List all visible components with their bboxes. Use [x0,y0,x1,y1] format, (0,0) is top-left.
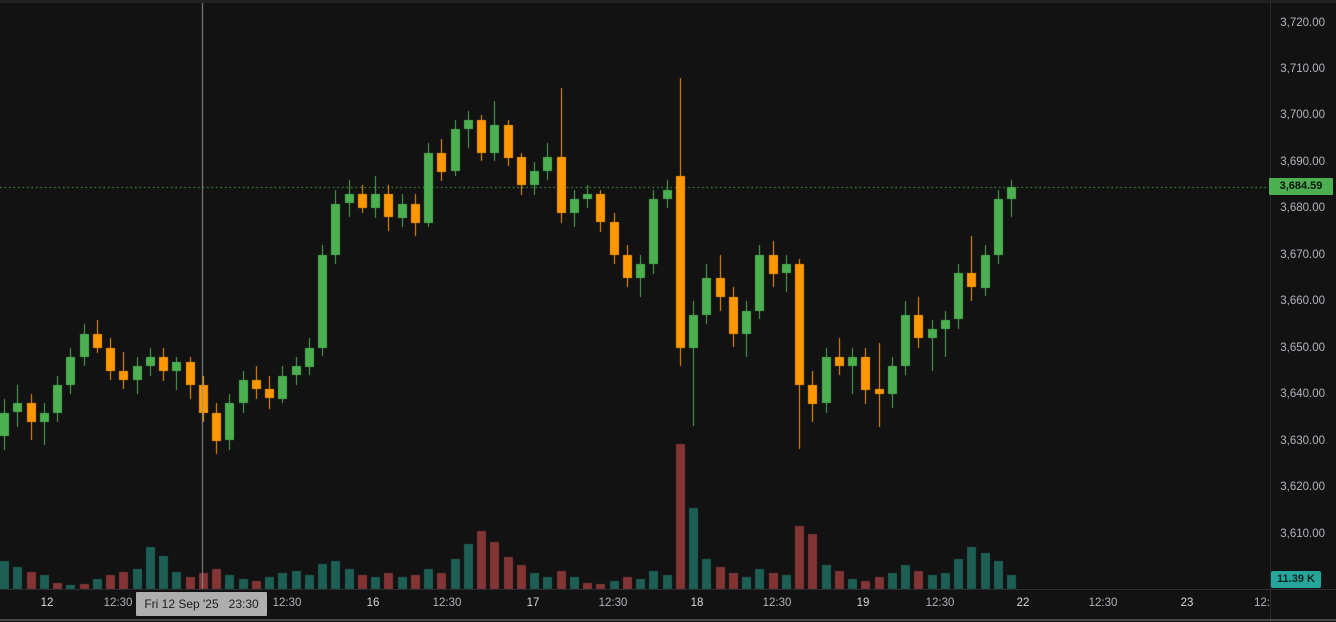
time-axis-separator [0,589,1336,590]
time-tick-label: 12:30 [432,597,462,609]
price-tick-label: 3,660.00 [1280,295,1325,308]
time-tick-label: 12:30 [925,597,955,609]
time-tick-label: 18 [690,597,704,609]
price-axis-separator [1270,0,1271,622]
price-tick-label: 3,720.00 [1280,16,1325,29]
price-tick-label: 3,610.00 [1280,527,1325,540]
time-axis[interactable]: 12 12:30 12:30 16 12:30 17 12:30 18 12:30 19 12:30… [0,590,1336,619]
chart-pane[interactable] [0,0,1270,622]
price-chart-canvas[interactable] [0,0,1270,622]
last-price-label: 3,684.59 [1269,178,1333,196]
crosshair-time-tooltip: Fri 12 Sep '25 23:30 [136,592,267,616]
time-tick-label: 12:30 [762,597,792,609]
time-tick-label: 19 [856,597,870,609]
time-tick-label: 12:30 [103,597,133,609]
price-tick-label: 3,680.00 [1280,202,1325,215]
volume-label: 11.39 K [1271,571,1321,588]
top-edge-strip [0,0,1336,3]
price-tick-label: 3,640.00 [1280,388,1325,401]
price-tick-label: 3,710.00 [1280,62,1325,75]
time-tick-label: 12 [40,597,54,609]
price-axis[interactable]: 3,684.59 11.39 K 3,720.00 3,710.00 3,700.0… [1269,0,1336,589]
price-tick-label: 3,620.00 [1280,481,1325,494]
bottom-edge-bar [0,619,1336,621]
price-tick-label: 3,650.00 [1280,341,1325,354]
time-tick-label: 22 [1016,597,1030,609]
time-tick-label: 23 [1180,597,1194,609]
time-tick-label: 12:30 [598,597,628,609]
time-tick-label: 12:30 [272,597,302,609]
time-tick-label: 12: [1254,597,1270,609]
time-tick-label: 17 [526,597,540,609]
price-tick-label: 3,700.00 [1280,109,1325,122]
price-tick-label: 3,670.00 [1280,248,1325,261]
time-tick-label: 12:30 [1088,597,1118,609]
price-tick-label: 3,690.00 [1280,155,1325,168]
price-tick-label: 3,630.00 [1280,434,1325,447]
time-tick-label: 16 [366,597,380,609]
